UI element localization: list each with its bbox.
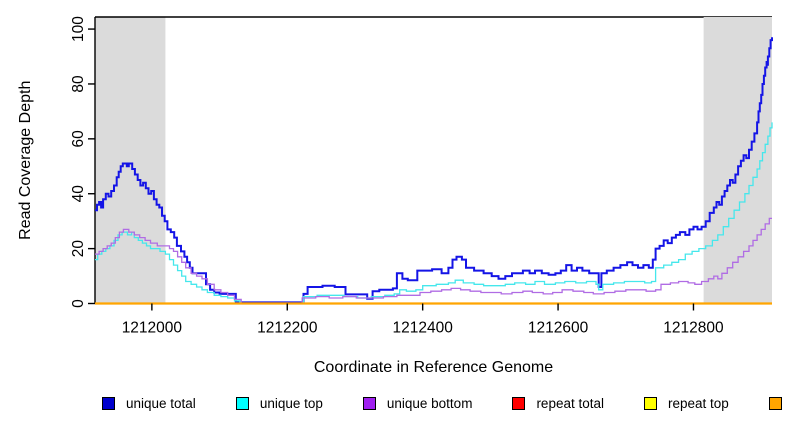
y-tick-label: 80 <box>70 75 87 93</box>
x-tick-label: 1212000 <box>122 320 183 337</box>
y-tick-label: 0 <box>70 299 87 308</box>
legend-label: repeat top <box>667 396 729 411</box>
coverage-plot-canvas: 0 20 40 60 80 100 1212000 1212200 1212400 1212600… <box>17 16 773 376</box>
y-tick-label: 100 <box>70 16 87 42</box>
shaded-flank-left <box>95 17 166 304</box>
legend-label: repeat total <box>536 396 604 411</box>
x-tick-label: 1212600 <box>528 320 589 337</box>
legend-swatch-unique-bottom <box>362 397 376 410</box>
x-axis-title: Coordinate in Reference Genome <box>314 359 553 376</box>
y-tick-label: 20 <box>70 240 87 258</box>
legend-item-repeat-bottom: repeat bottom <box>768 396 792 411</box>
legend-label: unique top <box>259 396 323 411</box>
x-tick-label: 1212400 <box>392 320 453 337</box>
legend-swatch-repeat-total <box>512 397 526 410</box>
legend-swatch-unique-top <box>235 397 249 410</box>
legend-item-repeat-top: repeat top <box>643 396 729 411</box>
legend-swatch-unique-total <box>102 397 115 410</box>
legend: unique total unique top unique bottom repea… <box>0 396 792 411</box>
y-axis-title: Read Coverage Depth <box>17 81 34 240</box>
legend-item-unique-total: unique total <box>102 396 196 411</box>
series-line-unique-total <box>95 37 773 304</box>
legend-item-unique-bottom: unique bottom <box>362 396 473 411</box>
x-tick-label: 1212800 <box>663 320 724 337</box>
legend-item-unique-top: unique top <box>235 396 323 411</box>
legend-label: unique bottom <box>386 396 473 411</box>
y-tick-label: 40 <box>70 185 87 203</box>
series-line-unique-bottom <box>95 217 772 305</box>
legend-swatch-repeat-bottom <box>768 397 782 410</box>
y-tick-label: 60 <box>70 130 87 148</box>
series-line-unique-top <box>95 122 773 305</box>
legend-swatch-repeat-top <box>643 397 657 410</box>
x-tick-label: 1212200 <box>257 320 318 337</box>
legend-label: unique total <box>126 396 196 411</box>
legend-item-repeat-total: repeat total <box>512 396 604 411</box>
